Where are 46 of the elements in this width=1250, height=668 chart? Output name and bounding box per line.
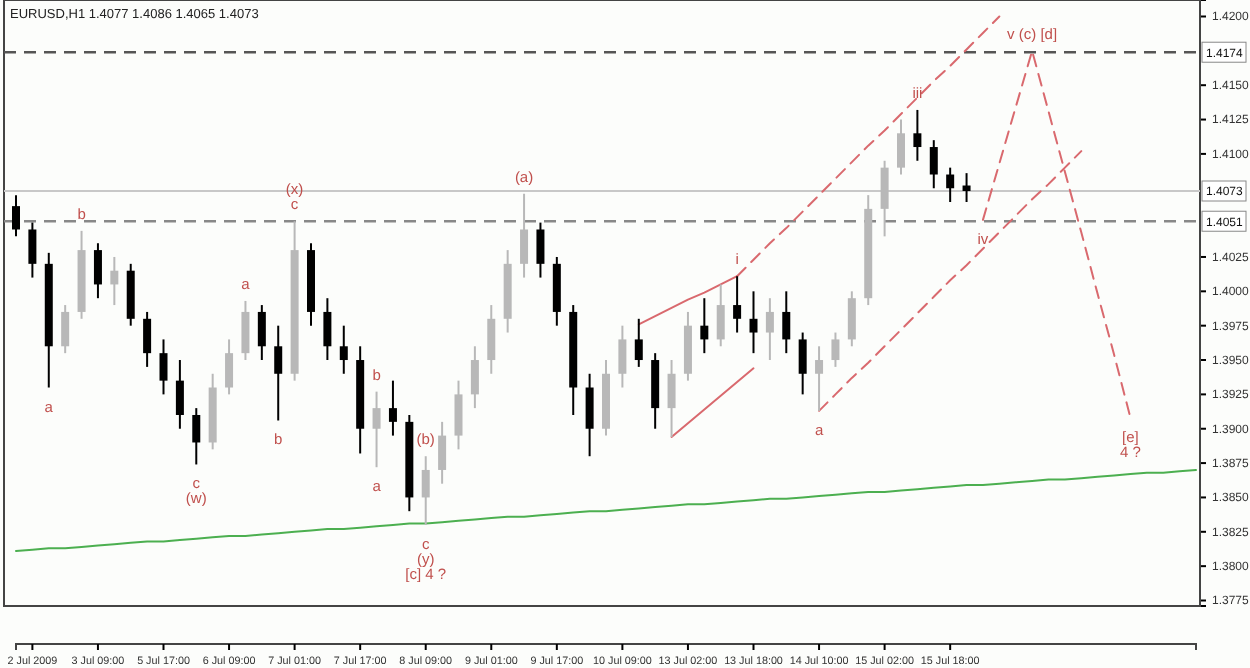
candlestick xyxy=(438,420,447,485)
candlestick xyxy=(241,299,250,362)
candlestick xyxy=(634,317,643,368)
candlestick xyxy=(143,310,152,368)
candlestick xyxy=(470,345,479,410)
candlestick xyxy=(454,379,463,451)
candlestick xyxy=(372,390,381,469)
line-series xyxy=(15,468,1197,553)
candlestick xyxy=(28,221,37,279)
candlestick xyxy=(520,192,529,279)
candlestick xyxy=(536,221,545,279)
candlestick xyxy=(192,407,201,466)
candlestick xyxy=(716,283,725,348)
candlestick xyxy=(831,331,840,368)
candlestick xyxy=(815,345,824,412)
candlestick xyxy=(585,372,594,458)
candlestick xyxy=(913,108,922,162)
candlestick xyxy=(765,297,774,362)
candlestick xyxy=(749,290,758,355)
candlestick xyxy=(733,275,742,334)
candlestick xyxy=(421,455,430,526)
candlestick xyxy=(175,359,184,430)
candlestick xyxy=(946,166,955,203)
candlestick xyxy=(929,139,938,190)
line-series xyxy=(670,367,755,438)
candlestick xyxy=(257,304,266,362)
candlestick xyxy=(700,297,709,355)
candlestick xyxy=(323,297,332,362)
candlestick xyxy=(274,324,283,422)
candlestick xyxy=(798,331,807,396)
candlestick xyxy=(110,255,119,307)
candlestick xyxy=(667,359,676,438)
candlestick xyxy=(12,194,20,238)
candlestick xyxy=(93,242,102,300)
candlestick xyxy=(847,290,856,348)
candlestick xyxy=(339,324,348,375)
candlestick xyxy=(159,338,168,396)
candlestick xyxy=(487,304,496,375)
candlestick xyxy=(782,290,791,355)
candlestick xyxy=(388,379,397,437)
candlestick xyxy=(897,118,905,176)
candlestick xyxy=(61,304,70,355)
candlestick xyxy=(618,324,627,389)
candlestick xyxy=(962,172,971,203)
candlestick xyxy=(225,338,234,396)
candlestick xyxy=(880,159,889,238)
